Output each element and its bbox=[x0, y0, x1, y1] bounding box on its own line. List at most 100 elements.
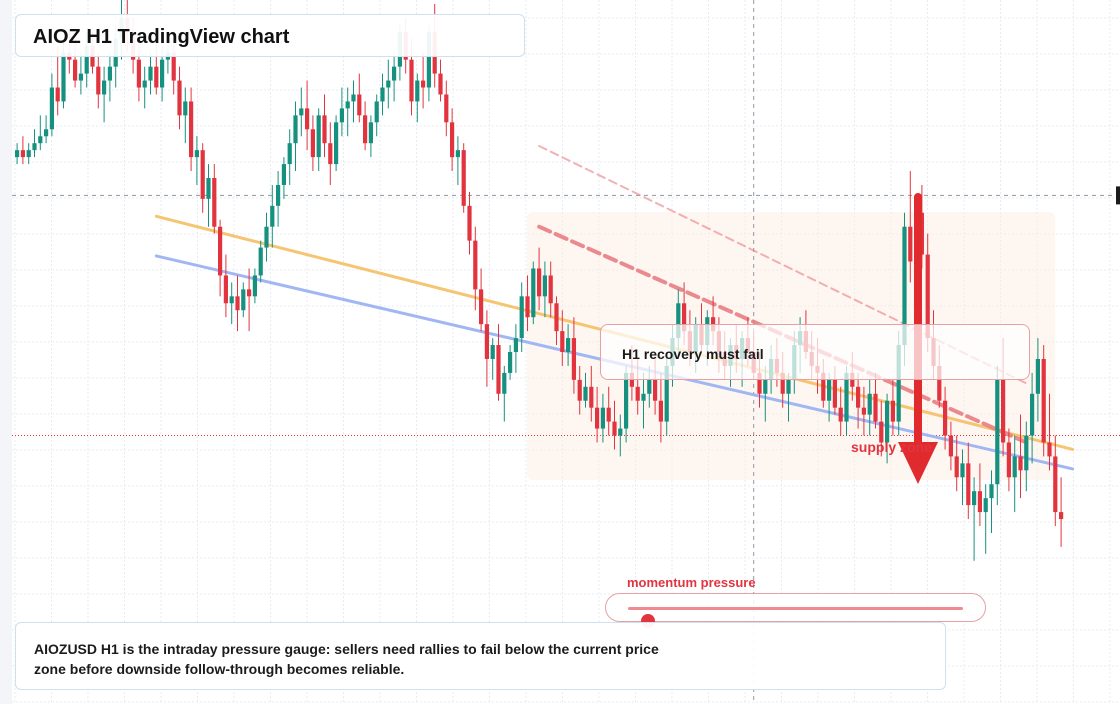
candle-body bbox=[832, 379, 837, 408]
candle-body bbox=[223, 275, 228, 304]
candle-body bbox=[212, 178, 217, 227]
candle-body bbox=[508, 352, 513, 373]
candle-body bbox=[856, 386, 861, 408]
candle-body bbox=[473, 240, 478, 290]
candle-body bbox=[322, 115, 327, 144]
candle-body bbox=[293, 115, 298, 144]
candle-body bbox=[479, 289, 484, 325]
candle-body bbox=[1024, 435, 1029, 471]
candle-body bbox=[328, 143, 333, 165]
candle-body bbox=[148, 66, 153, 81]
supply-zone-label: supply zone bbox=[851, 439, 932, 455]
candle-body bbox=[513, 338, 518, 352]
candle-body bbox=[589, 386, 594, 408]
callout-text: H1 recovery must fail bbox=[622, 346, 764, 362]
candle-body bbox=[658, 400, 663, 422]
candle-body bbox=[566, 338, 571, 352]
candle-body bbox=[786, 379, 791, 394]
candle-body bbox=[1059, 512, 1064, 520]
candle-body bbox=[983, 498, 988, 513]
candle-body bbox=[20, 150, 25, 158]
candle-body bbox=[838, 407, 843, 422]
candle-body bbox=[450, 122, 455, 158]
resistance-line-faint bbox=[538, 144, 1028, 385]
candle-body bbox=[84, 45, 89, 74]
candle-body bbox=[606, 407, 611, 422]
candle-body bbox=[879, 421, 884, 443]
candle-body bbox=[44, 129, 49, 137]
gauge-track bbox=[628, 607, 963, 628]
candle-body bbox=[363, 115, 368, 144]
momentum-gauge[interactable] bbox=[605, 593, 986, 628]
candle-body bbox=[189, 101, 194, 158]
candle-body bbox=[821, 372, 826, 401]
candle-body bbox=[218, 226, 223, 276]
candle-body bbox=[386, 80, 391, 88]
candle-body bbox=[78, 73, 83, 81]
candle-body bbox=[154, 66, 159, 88]
candle-body bbox=[554, 303, 559, 332]
candle-body bbox=[351, 94, 356, 102]
candle-body bbox=[577, 379, 582, 401]
candle-body bbox=[55, 87, 60, 102]
analysis-note: AIOZUSD H1 is the intraday pressure gaug… bbox=[34, 641, 659, 677]
candle-body bbox=[264, 226, 269, 248]
candle-body bbox=[844, 372, 849, 422]
candle-body bbox=[241, 289, 246, 311]
candle-body bbox=[937, 365, 942, 401]
candle-body bbox=[484, 324, 489, 359]
candle-body bbox=[647, 379, 652, 394]
candle-body bbox=[908, 226, 913, 262]
candle-body bbox=[200, 150, 205, 199]
candle-body bbox=[73, 59, 78, 81]
candle-body bbox=[542, 275, 547, 297]
candle-body bbox=[357, 94, 362, 116]
candle-body bbox=[160, 59, 165, 88]
candle-body bbox=[270, 205, 275, 227]
candle-body bbox=[496, 345, 501, 394]
left-scale-strip bbox=[0, 0, 12, 704]
candle-body bbox=[977, 491, 982, 513]
candle-body bbox=[409, 59, 414, 102]
candle-body bbox=[415, 80, 420, 102]
candle-body bbox=[827, 379, 832, 401]
candle-body bbox=[380, 87, 385, 102]
chart-title: AIOZ H1 TradingView chart bbox=[33, 26, 290, 48]
candle-body bbox=[177, 80, 182, 116]
candle-body bbox=[305, 108, 310, 130]
candle-body bbox=[896, 345, 901, 422]
candle-body bbox=[206, 178, 211, 199]
candle-body bbox=[531, 268, 536, 318]
candle-body bbox=[142, 80, 147, 88]
candle-body bbox=[583, 386, 588, 401]
candle-body bbox=[537, 268, 542, 297]
candle-body bbox=[334, 122, 339, 165]
candle-body bbox=[426, 31, 431, 88]
crosshair-price-marker bbox=[1116, 186, 1120, 205]
gauge-label: momentum pressure bbox=[627, 575, 756, 590]
candle-body bbox=[392, 66, 397, 81]
candle-body bbox=[972, 491, 977, 506]
candle-body bbox=[954, 456, 959, 478]
candle-body bbox=[571, 338, 576, 380]
candle-body bbox=[861, 407, 866, 415]
candle-body bbox=[183, 101, 188, 116]
candle-body bbox=[15, 150, 20, 158]
candle-body bbox=[618, 428, 623, 436]
candle-body bbox=[995, 379, 1000, 485]
candle-body bbox=[102, 80, 107, 95]
candle-body bbox=[925, 254, 930, 339]
candle-body bbox=[316, 115, 321, 158]
sell-arrow-head bbox=[898, 442, 938, 484]
candle-body bbox=[461, 150, 466, 206]
candle-body bbox=[1012, 456, 1017, 478]
candle-body bbox=[281, 164, 286, 185]
candle-body bbox=[194, 150, 199, 158]
candle-body bbox=[1018, 456, 1023, 471]
candle-body bbox=[867, 393, 872, 415]
candle-body bbox=[780, 372, 785, 394]
candle-body bbox=[902, 226, 907, 346]
candle-body bbox=[96, 66, 101, 95]
